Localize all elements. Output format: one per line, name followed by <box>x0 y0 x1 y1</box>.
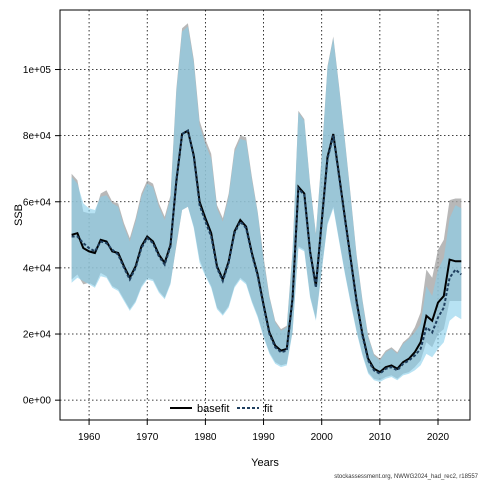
x-tick-label-1980: 1980 <box>194 432 217 443</box>
legend-label-fit: fit <box>264 403 273 415</box>
x-tick-label-1990: 1990 <box>252 432 275 443</box>
x-axis-ticks: 1960 1970 1980 1990 2000 2010 2020 <box>78 420 450 443</box>
band-fit <box>71 26 462 382</box>
series-lines <box>71 129 462 375</box>
x-tick-label-2000: 2000 <box>311 432 334 443</box>
y-tick-label-40000: 4e+04 <box>23 263 52 274</box>
credit-text: stockassessment.org, NWWG2024_had_rec2, … <box>334 474 478 480</box>
legend: basefit fit <box>170 403 273 415</box>
plot-frame <box>59 9 471 421</box>
x-tick-label-1970: 1970 <box>136 432 159 443</box>
y-axis-title: SSB <box>13 204 25 226</box>
y-axis-ticks: 0e+00 2e+04 4e+04 6e+04 8e+04 1e+05 <box>23 65 60 407</box>
y-tick-label-60000: 6e+04 <box>23 197 52 208</box>
line-fit <box>71 129 462 375</box>
y-tick-label-100000: 1e+05 <box>23 65 52 76</box>
y-tick-label-80000: 8e+04 <box>23 131 52 142</box>
x-axis-title: Years <box>251 457 279 469</box>
x-tick-label-1960: 1960 <box>78 432 101 443</box>
x-tick-label-2010: 2010 <box>369 432 392 443</box>
x-tick-label-2020: 2020 <box>427 432 450 443</box>
y-tick-label-0: 0e+00 <box>23 396 52 407</box>
legend-label-basefit: basefit <box>197 403 229 415</box>
y-tick-label-20000: 2e+04 <box>23 330 52 341</box>
